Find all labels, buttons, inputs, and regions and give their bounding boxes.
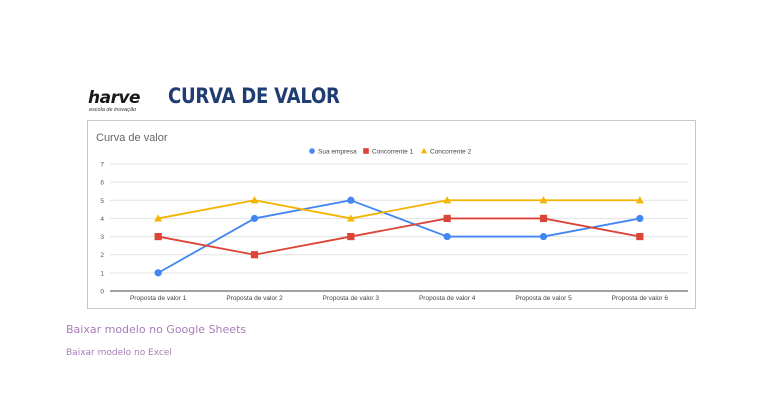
- y-tick-label: 3: [100, 234, 104, 241]
- data-point-sua-empresa: [347, 196, 355, 204]
- legend-label: Concorrente 2: [430, 148, 472, 155]
- legend-marker: [363, 148, 369, 154]
- data-point-concorrente-2: [154, 214, 163, 222]
- series-line-sua-empresa: [157, 199, 640, 274]
- y-tick-label: 5: [100, 198, 104, 205]
- download-excel-link[interactable]: Baixar modelo no Excel: [66, 348, 172, 358]
- series-line-concorrente-2: [158, 199, 640, 220]
- legend-marker: [420, 147, 428, 154]
- page-title: CURVA DE VALOR: [168, 84, 340, 108]
- value-curve-chart: Curva de valor 0 1 2 3 4 5 6 7 Proposta de valor …: [96, 132, 688, 302]
- series-line-concorrente-1: [158, 217, 640, 256]
- harve-logo: harve escola de inovação: [88, 88, 152, 114]
- y-tick-label: 7: [100, 162, 104, 169]
- y-tick-label: 2: [100, 252, 104, 259]
- data-point-concorrente-1: [250, 251, 259, 259]
- data-point-concorrente-1: [154, 232, 162, 241]
- data-point-sua-empresa: [443, 232, 451, 241]
- data-point-concorrente-1: [636, 232, 644, 241]
- legend-marker: [309, 148, 315, 154]
- x-tick-label: Proposta de valor 4: [419, 295, 476, 302]
- download-google-sheets-link[interactable]: Baixar modelo no Google Sheets: [66, 323, 247, 336]
- x-tick-label: Proposta de valor 3: [323, 295, 380, 302]
- x-tick-label: Proposta de valor 5: [515, 295, 572, 302]
- logo-tagline: escola de inovação: [89, 107, 137, 113]
- data-point-concorrente-1: [347, 232, 355, 241]
- chart-title: Curva de valor: [96, 132, 168, 144]
- y-tick-label: 4: [100, 216, 104, 223]
- x-tick-label: Proposta de valor 2: [226, 295, 283, 302]
- data-point-concorrente-2: [443, 196, 452, 204]
- data-point-concorrente-2: [250, 196, 259, 204]
- x-tick-label: Proposta de valor 1: [130, 295, 187, 302]
- y-tick-label: 6: [100, 180, 104, 187]
- legend-label: Concorrente 1: [372, 148, 414, 155]
- data-point-concorrente-2: [539, 196, 548, 204]
- data-point-concorrente-1: [443, 214, 451, 223]
- x-tick-label: Proposta de valor 6: [612, 295, 669, 302]
- data-point-sua-empresa: [154, 269, 162, 277]
- legend-label: Sua empresa: [318, 148, 357, 155]
- data-point-concorrente-2: [635, 196, 644, 204]
- y-tick-label: 0: [100, 289, 104, 296]
- data-point-sua-empresa: [539, 232, 548, 241]
- chart-container: Curva de valor 0 1 2 3 4 5 6 7 Proposta de valor …: [87, 120, 696, 309]
- data-point-concorrente-2: [346, 214, 355, 222]
- data-point-concorrente-1: [539, 214, 548, 223]
- data-point-sua-empresa: [636, 214, 644, 223]
- y-tick-label: 1: [100, 270, 104, 277]
- data-point-sua-empresa: [250, 214, 259, 223]
- logo-wordmark: harve: [88, 88, 141, 108]
